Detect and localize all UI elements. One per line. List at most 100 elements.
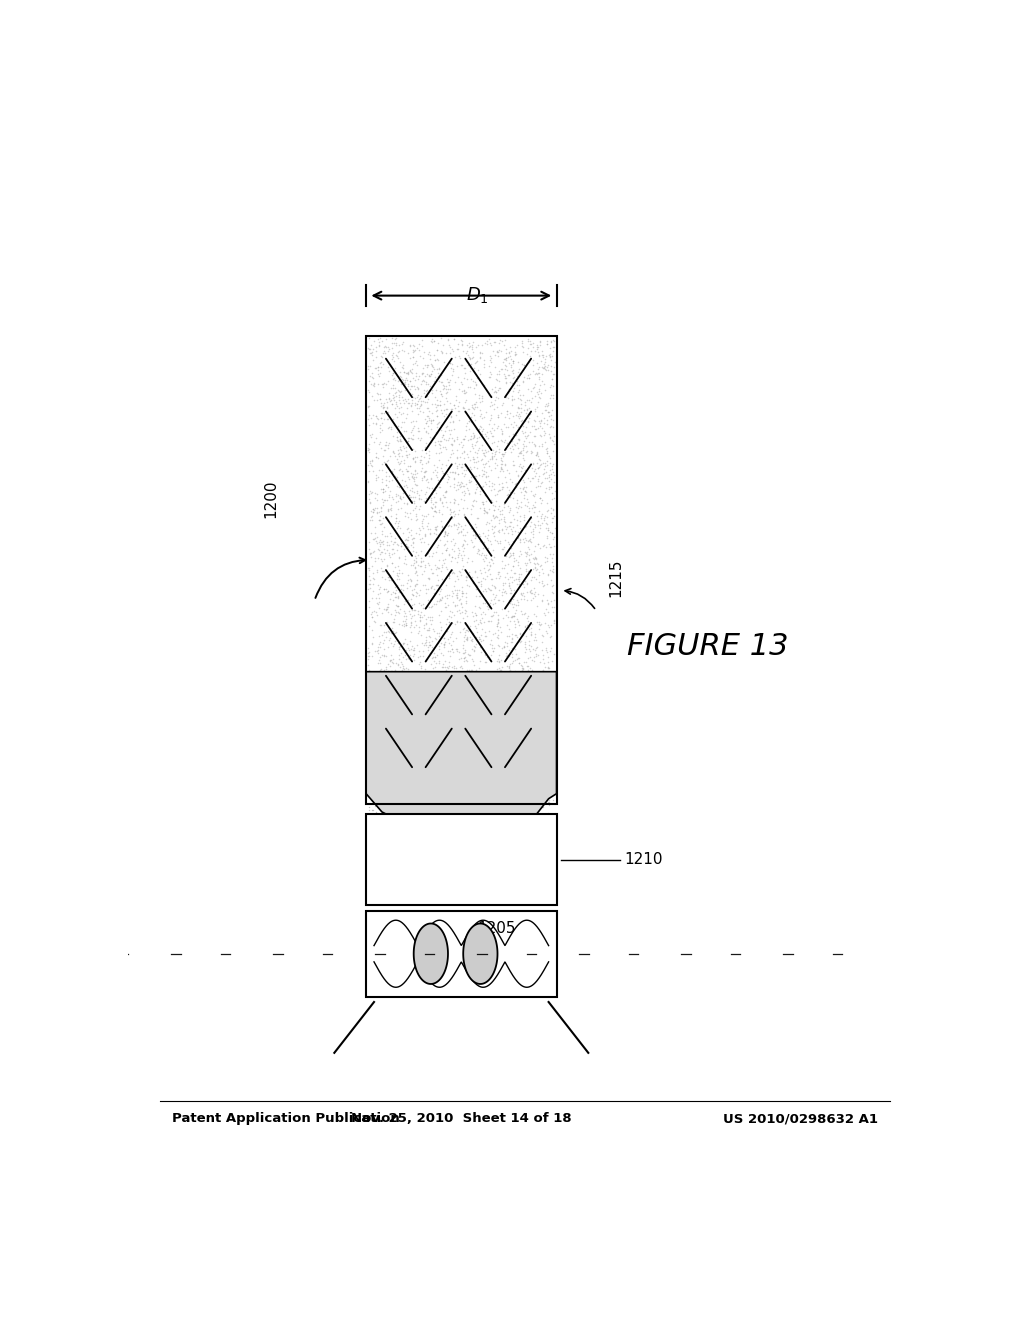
Point (370, 356, 386, 378)
Point (467, 482, 483, 503)
Point (360, 796, 377, 817)
Point (415, 747, 431, 768)
Point (455, 535, 471, 556)
Point (384, 664, 400, 685)
Point (499, 644, 515, 665)
Point (490, 467, 507, 488)
Point (465, 524, 481, 545)
Point (394, 776, 411, 797)
Point (494, 742, 510, 763)
Point (370, 673, 386, 694)
Point (374, 783, 390, 804)
Point (527, 733, 544, 754)
Point (441, 372, 458, 393)
Point (465, 536, 481, 557)
Point (389, 517, 406, 539)
Point (430, 500, 446, 521)
Point (389, 764, 406, 785)
Point (412, 729, 428, 750)
Point (511, 528, 527, 549)
Point (520, 708, 537, 729)
Point (417, 672, 433, 693)
Point (403, 393, 420, 414)
Point (373, 755, 389, 776)
Point (481, 634, 498, 655)
Point (504, 389, 520, 411)
Point (529, 558, 546, 579)
Point (418, 380, 434, 401)
Point (392, 656, 409, 677)
Point (534, 512, 550, 533)
Point (439, 585, 456, 606)
Point (379, 488, 395, 510)
Point (501, 425, 517, 446)
Point (381, 708, 397, 729)
Point (411, 730, 427, 751)
Point (440, 606, 457, 627)
Point (444, 601, 461, 622)
Point (527, 553, 544, 574)
Point (394, 585, 411, 606)
Point (449, 479, 465, 500)
Point (398, 474, 415, 495)
Point (465, 397, 481, 418)
Point (489, 610, 506, 631)
Point (486, 813, 503, 834)
Point (434, 342, 451, 363)
Point (493, 760, 509, 781)
Point (483, 675, 500, 696)
Point (389, 421, 406, 442)
Point (403, 700, 420, 721)
Point (453, 521, 469, 543)
Point (403, 525, 420, 546)
Point (360, 455, 377, 477)
Point (369, 692, 385, 713)
Point (455, 533, 471, 554)
Point (408, 599, 424, 620)
Point (480, 512, 497, 533)
Point (531, 425, 548, 446)
Point (538, 512, 554, 533)
Point (478, 681, 495, 702)
Point (463, 719, 479, 741)
Point (433, 642, 450, 663)
Point (538, 678, 554, 700)
Point (417, 574, 433, 595)
Point (537, 612, 553, 634)
Point (378, 599, 394, 620)
Point (424, 576, 440, 597)
Point (542, 447, 558, 469)
Point (526, 341, 543, 362)
Point (456, 816, 472, 837)
Point (446, 462, 463, 483)
Point (383, 710, 399, 731)
Point (459, 697, 475, 718)
Point (406, 469, 422, 490)
Point (471, 363, 487, 384)
Point (407, 661, 423, 682)
Point (410, 711, 426, 733)
Point (537, 432, 553, 453)
Point (381, 697, 397, 718)
Point (509, 814, 525, 836)
Point (526, 425, 543, 446)
Point (373, 710, 389, 731)
Point (374, 791, 390, 812)
Point (440, 718, 457, 739)
Point (412, 396, 428, 417)
Point (388, 393, 404, 414)
Point (388, 507, 404, 528)
Point (447, 791, 464, 812)
Point (519, 755, 536, 776)
Point (528, 363, 545, 384)
Point (450, 546, 466, 568)
Point (527, 458, 544, 479)
Point (403, 375, 420, 396)
Point (427, 554, 443, 576)
Point (422, 523, 438, 544)
Point (546, 363, 562, 384)
Point (493, 329, 509, 350)
Point (395, 437, 412, 458)
Point (390, 370, 407, 391)
Point (544, 751, 560, 772)
